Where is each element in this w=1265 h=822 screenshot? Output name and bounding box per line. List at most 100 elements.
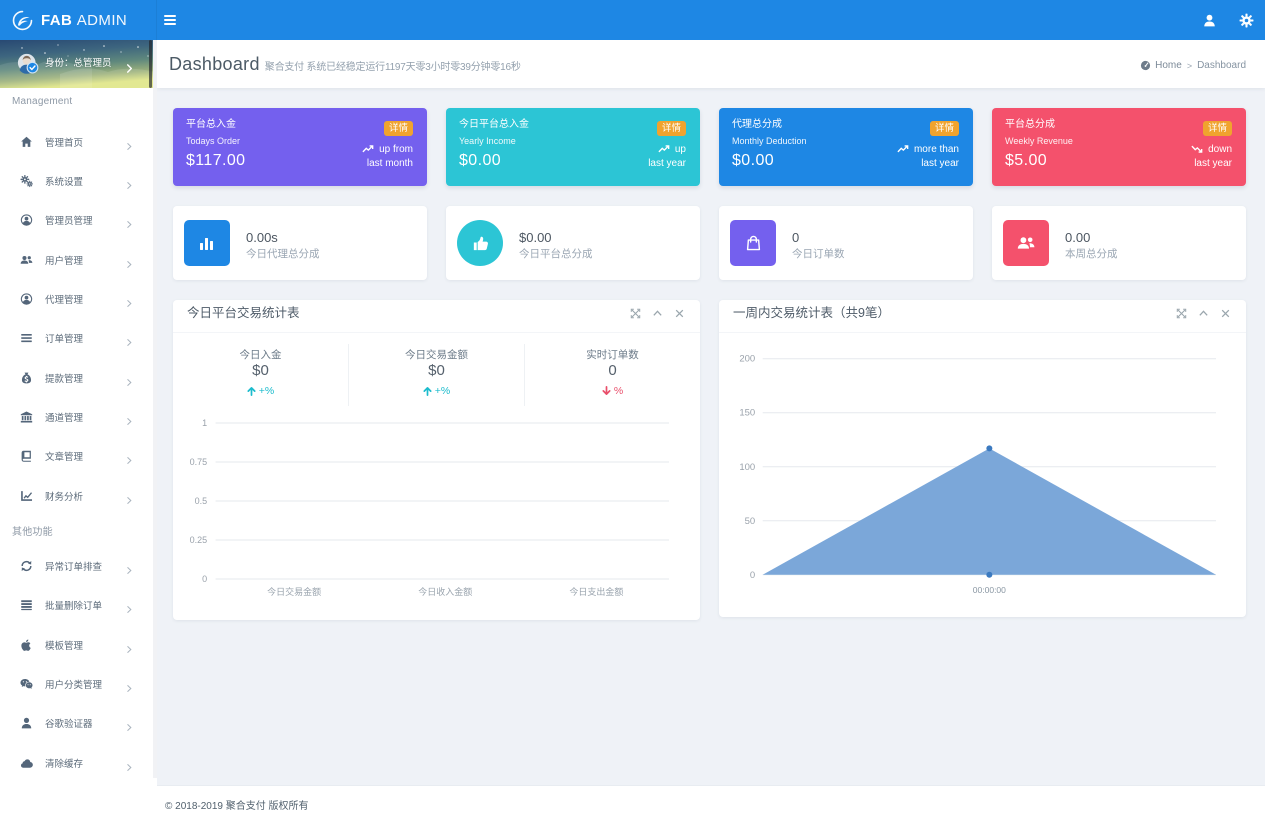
details-badge[interactable]: 详情 (656, 121, 686, 136)
sidebar-item-rows[interactable]: 批量删除订单 (0, 586, 157, 625)
close-icon[interactable] (1219, 307, 1232, 320)
chevron-right-icon (127, 758, 133, 771)
today-stat-trend: +% (349, 385, 524, 397)
refresh-icon (20, 559, 33, 572)
user-panel[interactable]: 身份：总管理员 (0, 40, 157, 88)
panel-header: 一周内交易统计表（共9笔） (719, 300, 1246, 333)
bank-icon (20, 410, 33, 423)
stat-box-value: $0.00 (459, 152, 502, 169)
copyright-text: © 2018-2019 聚合支付 版权所有 (165, 801, 309, 812)
today-stat: 今日入金 $0 +% (173, 344, 348, 406)
chevron-right-icon (127, 491, 133, 504)
today-stat-label: 实时订单数 (586, 349, 639, 361)
details-badge[interactable]: 详情 (1202, 121, 1232, 136)
chevron-right-icon (127, 640, 133, 653)
sidebar-item-label: 用户管理 (45, 255, 84, 267)
info-card-value: 0.00s (246, 230, 278, 245)
content-header: Dashboard 聚合支付 系统已经稳定运行1197天零3小时零39分钟零16… (157, 40, 1265, 88)
info-card-value: 0 (792, 230, 800, 245)
stat-box-value: $0.00 (732, 152, 775, 169)
stat-box-title: 今日平台总入金 (459, 119, 529, 130)
app-logo[interactable]: FAB ADMIN (0, 0, 157, 40)
svg-text:0: 0 (202, 574, 207, 584)
cloud-icon (20, 756, 33, 769)
sidebar-item-label: 异常订单排查 (45, 561, 103, 573)
logo-icon (12, 10, 33, 31)
details-badge[interactable]: 详情 (383, 121, 413, 136)
trend-down-icon (1191, 144, 1208, 155)
expand-icon[interactable] (629, 307, 642, 320)
breadcrumb-separator: > (1186, 60, 1193, 71)
breadcrumb: Home > Dashboard (1140, 60, 1246, 71)
dashboard-icon (1140, 60, 1151, 71)
sidebar-item-gears[interactable]: 系统设置 (0, 161, 157, 200)
panel-title: 一周内交易统计表（共9笔） (733, 306, 890, 320)
info-card-label: 今日平台总分成 (519, 248, 593, 260)
stat-boxes-row: 平台总入金 Todays Order $117.00 详情 up from last mo… (173, 108, 1246, 186)
sidebar-item-wechat[interactable]: 用户分类管理 (0, 664, 157, 703)
sidebar-scrollbar-thumb[interactable] (149, 40, 152, 88)
collapse-icon[interactable] (1197, 307, 1210, 320)
sidebar-item-label: 管理首页 (45, 137, 84, 149)
sidebar-item-list[interactable]: 订单管理 (0, 319, 157, 358)
trend-up-icon (658, 144, 675, 155)
line-chart-icon (20, 489, 33, 502)
stat-box-value: $117.00 (186, 152, 246, 169)
svg-text:00:00:00: 00:00:00 (973, 585, 1006, 595)
sidebar-item-label: 清除缓存 (45, 758, 84, 770)
stat-box-title: 平台总入金 (186, 119, 236, 130)
stat-box: 代理总分成 Monthly Deduction $0.00 详情 more than la… (719, 108, 973, 186)
settings-button[interactable] (1228, 0, 1265, 40)
sidebar-item-home[interactable]: 管理首页 (0, 122, 157, 161)
stat-box: 平台总入金 Todays Order $117.00 详情 up from last mo… (173, 108, 427, 186)
close-icon[interactable] (673, 307, 686, 320)
trend-up-icon (362, 144, 379, 155)
sidebar-item-line-chart[interactable]: 财务分析 (0, 476, 157, 515)
sidebar-item-money-bag[interactable]: 提款管理 (0, 358, 157, 397)
verified-badge-icon (26, 61, 39, 74)
week-trade-panel: 一周内交易统计表（共9笔） 200 150 100 50 0 00:00:00 (719, 300, 1246, 617)
collapse-icon[interactable] (651, 307, 664, 320)
sidebar-item-agent-circle[interactable]: 代理管理 (0, 279, 157, 318)
sidebar-item-users[interactable]: 用户管理 (0, 240, 157, 279)
details-badge[interactable]: 详情 (929, 121, 959, 136)
trend-line2: last year (648, 158, 686, 169)
panel-header: 今日平台交易统计表 (173, 300, 700, 333)
breadcrumb-home-link[interactable]: Home (1155, 60, 1182, 71)
stat-box-trend: down last year (1191, 143, 1232, 171)
sidebar-item-user-circle[interactable]: 管理员管理 (0, 201, 157, 240)
person-icon (20, 717, 33, 730)
stat-box-trend: more than last year (897, 143, 959, 171)
svg-text:今日交易金额: 今日交易金额 (267, 586, 321, 597)
today-stat-value: $0 (252, 362, 269, 379)
shopping-bag-icon (730, 220, 776, 266)
user-icon (1204, 14, 1215, 26)
sidebar-item-label: 订单管理 (45, 334, 84, 346)
footer: © 2018-2019 聚合支付 版权所有 (157, 785, 1265, 822)
sidebar-item-refresh[interactable]: 异常订单排查 (0, 546, 157, 585)
user-menu-button[interactable] (1191, 0, 1228, 40)
sidebar-item-label: 模板管理 (45, 640, 84, 652)
sidebar-item-person[interactable]: 谷歌验证器 (0, 704, 157, 743)
stat-box-subtitle: Weekly Revenue (1005, 136, 1073, 146)
sidebar-item-apple[interactable]: 模板管理 (0, 625, 157, 664)
sidebar-section-label: 其他功能 (12, 527, 53, 539)
panel-tools (629, 307, 686, 320)
today-stat-label: 今日入金 (239, 349, 282, 361)
sidebar-scrollbar[interactable] (149, 40, 157, 778)
trend-up-icon (897, 144, 914, 155)
apple-icon (20, 638, 33, 651)
chevron-right-icon (127, 561, 133, 574)
sidebar-item-cloud[interactable]: 清除缓存 (0, 743, 157, 782)
svg-text:50: 50 (745, 516, 756, 527)
sidebar-item-book[interactable]: 文章管理 (0, 437, 157, 476)
week-trade-chart: 200 150 100 50 0 00:00:00 (739, 354, 1216, 595)
info-card-value: $0.00 (519, 230, 552, 245)
stat-box-trend: up from last month (362, 143, 413, 171)
chevron-right-icon (127, 601, 133, 614)
sidebar-item-label: 代理管理 (45, 294, 84, 306)
sidebar-item-bank[interactable]: 通道管理 (0, 397, 157, 436)
sidebar-toggle-button[interactable] (157, 0, 182, 40)
info-card: 0.00 本周总分成 (992, 206, 1246, 280)
expand-icon[interactable] (1175, 307, 1188, 320)
